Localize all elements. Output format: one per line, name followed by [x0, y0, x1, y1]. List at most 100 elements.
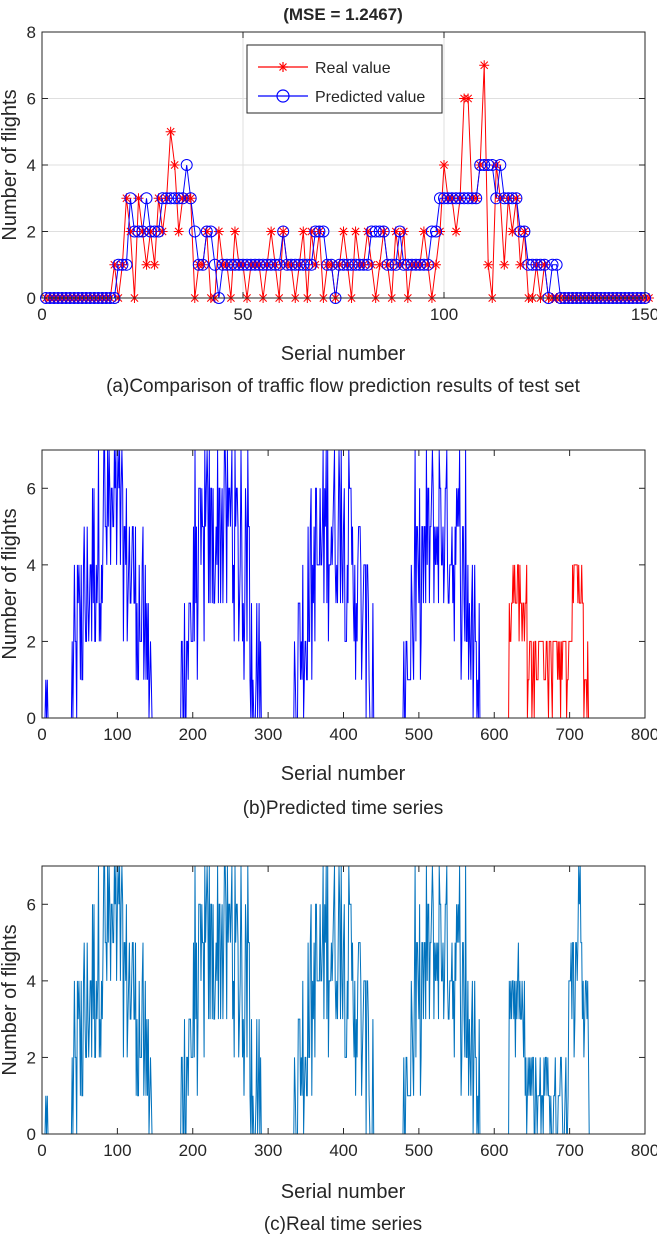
predicted-value-point — [112, 258, 125, 271]
predicted-value-point — [446, 192, 458, 205]
predicted-value-point — [120, 258, 133, 271]
real-value-point — [133, 193, 144, 204]
predicted-value-point — [522, 258, 535, 271]
predicted-value-point — [265, 258, 278, 271]
predicted-value-point — [337, 258, 350, 271]
predicted-value-point — [124, 192, 137, 205]
predicted-value-point — [430, 225, 442, 238]
predicted-value-point — [180, 159, 193, 171]
x-tick-label: 100 — [103, 1141, 131, 1160]
y-tick-label: 2 — [27, 632, 36, 651]
predicted-value-point — [409, 258, 422, 271]
predicted-value-point — [357, 258, 370, 271]
predicted-value-point — [333, 258, 346, 271]
real-value-point — [165, 126, 176, 137]
chart-c-caption: (c)Real time series — [264, 1214, 422, 1235]
chart-b: 0 100 200 300 400 500 600 700 800 0 2 4 6 Serial nu… — [0, 449, 657, 819]
predicted-value-point — [301, 258, 314, 271]
predicted-value-point — [188, 225, 201, 238]
predicted-value-point — [297, 258, 310, 271]
chart-b-frame — [41, 449, 646, 719]
predicted-value-point — [550, 258, 563, 271]
predicted-value-point — [241, 258, 253, 271]
predicted-value-point — [184, 192, 197, 205]
predicted-value-point — [478, 159, 491, 171]
predicted-value-point — [442, 192, 454, 205]
predicted-value-point — [293, 258, 306, 271]
predicted-value-point — [325, 258, 338, 271]
real-value-point — [463, 93, 474, 104]
real-value-point — [499, 259, 510, 270]
y-tick-label: 4 — [27, 972, 36, 991]
x-tick-label: 500 — [405, 1141, 433, 1160]
predicted-value-point — [401, 258, 414, 271]
x-tick-label: 100 — [103, 725, 131, 744]
predicted-value-point — [510, 192, 523, 205]
predicted-value-point — [237, 258, 249, 271]
x-tick-label: 400 — [329, 725, 357, 744]
y-tick-label: 0 — [27, 1125, 36, 1144]
chart-b-caption: (b)Predicted time series — [243, 798, 444, 819]
y-tick-label: 6 — [27, 479, 36, 498]
y-tick-label: 6 — [27, 895, 36, 914]
predicted-value-point — [349, 258, 362, 271]
predicted-value-point — [269, 258, 282, 271]
chart-c-ylabel: Number of flights — [0, 924, 21, 1075]
predicted-value-point — [450, 192, 463, 205]
chart-a-legend: Real value Predicted value — [246, 44, 443, 114]
predicted-value-point — [313, 225, 326, 238]
chart-a-caption: (a)Comparison of traffic flow prediction… — [106, 376, 581, 397]
real-value-point — [439, 160, 449, 170]
historical-series-line — [42, 449, 495, 719]
predicted-value-point — [148, 225, 161, 238]
x-tick-label: 800 — [631, 725, 657, 744]
x-tick-label: 600 — [480, 1141, 508, 1160]
real-value-point — [266, 226, 277, 237]
predicted-value-point — [116, 258, 129, 271]
real-value-point — [213, 226, 224, 237]
legend-real-marker — [278, 62, 288, 72]
real-value-point — [149, 259, 160, 270]
legend-real-label: Real value — [315, 60, 391, 77]
predicted-value-point — [341, 258, 354, 271]
predicted-value-point — [200, 225, 213, 238]
real-value-point — [350, 226, 361, 237]
predicted-value-point — [458, 192, 471, 205]
x-tick-label: 200 — [179, 1141, 207, 1160]
predicted-value-point — [229, 258, 241, 271]
predicted-value-point — [136, 225, 149, 238]
predicted-value-point — [421, 258, 434, 271]
predicted-value-point — [224, 258, 237, 271]
x-tick-label: 400 — [329, 1141, 357, 1160]
predicted-value-point — [289, 258, 302, 271]
predicted-value-point — [277, 225, 290, 238]
chart-c-x-ticks: 0 100 200 300 400 500 600 700 800 — [37, 866, 657, 1160]
x-tick-label: 700 — [555, 725, 583, 744]
chart-b-xlabel: Serial number — [281, 763, 406, 785]
predicted-value-point — [233, 258, 245, 271]
predicted-value-point — [140, 192, 153, 205]
predicted-value-point — [462, 192, 475, 205]
predicted-value-point — [176, 192, 189, 205]
predicted-value-point — [546, 258, 559, 271]
chart-a-plot-area — [40, 60, 655, 304]
legend-predicted-marker — [276, 89, 290, 103]
predicted-value-point — [152, 225, 165, 238]
x-tick-label: 200 — [179, 725, 207, 744]
predicted-value-point — [208, 258, 221, 271]
chart-a: (MSE = 1.2467) 0 50 100 150 0 2 4 6 8 Serial nu… — [0, 5, 657, 397]
chart-a-x-ticks: 0 50 100 150 — [37, 32, 657, 324]
predicted-value-point — [273, 258, 286, 271]
y-tick-label: 4 — [27, 156, 36, 175]
predicted-value-point — [216, 258, 229, 271]
predicted-value-point — [164, 192, 177, 205]
predicted-value-point — [470, 192, 483, 205]
predicted-value-point — [490, 192, 503, 205]
predicted-value-point — [257, 258, 270, 271]
predicted-value-point — [192, 258, 205, 271]
y-tick-label: 0 — [27, 289, 36, 308]
predicted-value-point — [438, 192, 450, 205]
predicted-value-point — [132, 225, 145, 238]
real-value-point — [418, 226, 429, 237]
chart-b-plot-area — [42, 449, 608, 719]
